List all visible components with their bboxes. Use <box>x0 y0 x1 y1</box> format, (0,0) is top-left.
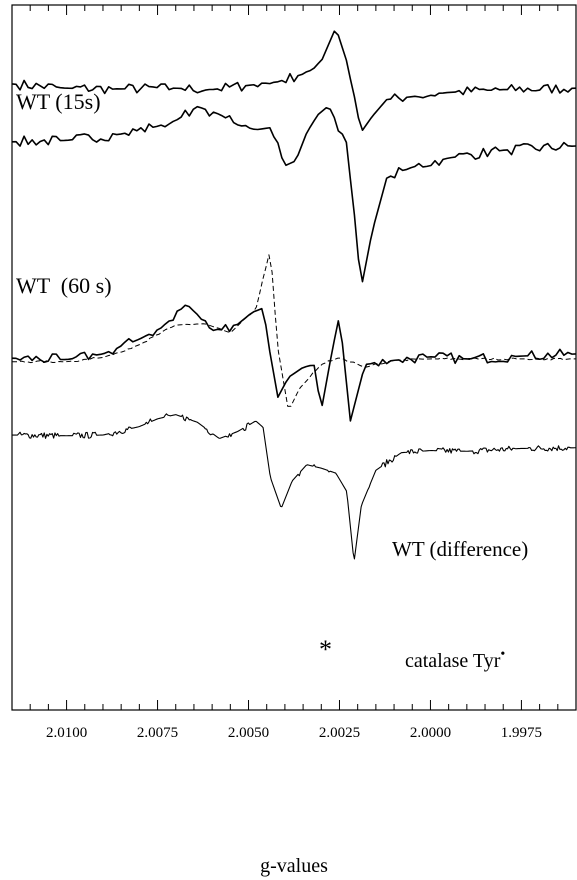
x-tick-label: 2.0075 <box>137 725 178 741</box>
label-wt-difference: WT (difference) <box>392 537 528 561</box>
label-catalase-tyr: catalase Tyr• <box>405 647 505 672</box>
x-tick-label: 2.0025 <box>319 725 360 741</box>
x-tick-label: 2.0100 <box>46 725 87 741</box>
x-tick-label: 2.0050 <box>228 725 269 741</box>
x-axis-tick-labels: 2.0100 2.0075 2.0050 2.0025 2.0000 1.9975 <box>46 725 542 741</box>
plot-frame <box>11 4 577 711</box>
label-wt-15s: WT (15s) <box>16 89 101 114</box>
series-line-1 <box>11 105 577 283</box>
x-axis-title: g-values <box>260 855 328 877</box>
series-line-2 <box>11 304 577 422</box>
asterisk-marker: * <box>319 635 332 664</box>
label-wt-60s: WT (60 s) <box>16 273 112 298</box>
x-tick-label: 1.9975 <box>501 725 542 741</box>
label-catalase-tyr-radical: • <box>500 647 505 662</box>
label-catalase-tyr-text: catalase Tyr <box>405 650 501 672</box>
series-line-4 <box>11 413 577 560</box>
series-line-3 <box>12 254 576 407</box>
series-line-0 <box>11 30 577 132</box>
x-axis-ticks <box>11 5 577 710</box>
series-layer <box>11 30 577 560</box>
x-tick-label: 2.0000 <box>410 725 451 741</box>
